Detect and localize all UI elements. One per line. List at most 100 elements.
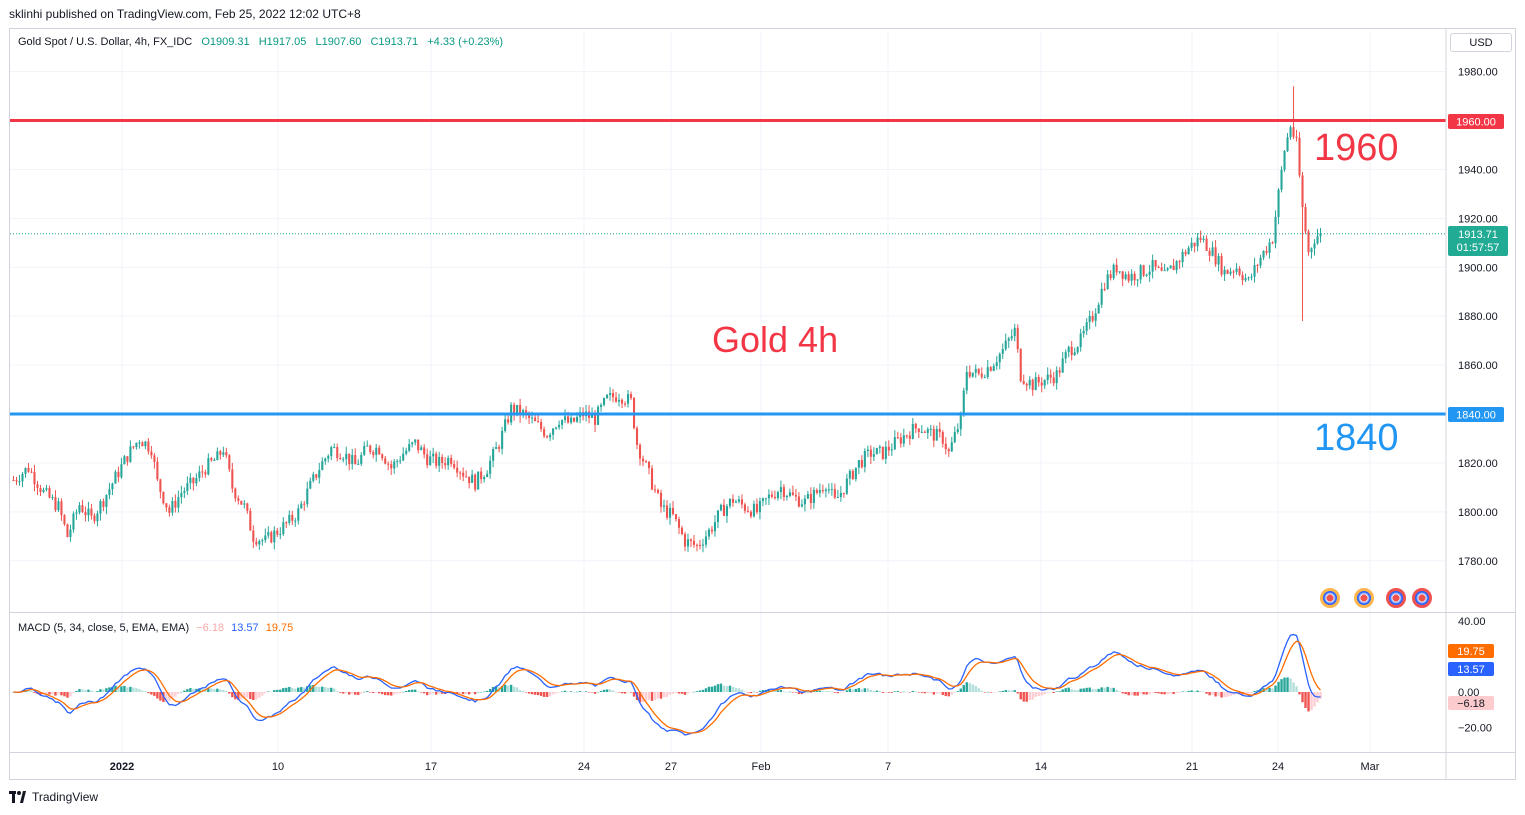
- macd-histogram-bar: [533, 692, 537, 695]
- candle-body: [342, 459, 345, 461]
- candle-body: [617, 399, 621, 402]
- candle-body: [1214, 247, 1217, 265]
- candle-body: [147, 441, 150, 452]
- macd-histogram-bar: [39, 692, 42, 695]
- candle-body: [962, 390, 965, 413]
- candle-body: [1316, 236, 1319, 244]
- candle-body: [728, 498, 732, 507]
- macd-histogram-bar: [354, 692, 357, 695]
- candle-body: [1193, 242, 1196, 247]
- candle-body: [779, 487, 782, 493]
- macd-histogram-bar: [1193, 691, 1196, 692]
- macd-histogram-bar: [1070, 689, 1073, 692]
- macd-histogram-bar: [1091, 688, 1094, 692]
- candle-body: [950, 442, 953, 452]
- candle-body: [737, 499, 740, 502]
- candle-body: [740, 499, 743, 505]
- candle-body: [318, 470, 321, 478]
- candle-body: [725, 506, 729, 516]
- candle-body: [683, 534, 687, 547]
- macd-histogram-bar: [1040, 692, 1043, 696]
- macd-histogram-bar: [818, 690, 822, 692]
- candle-body: [465, 476, 468, 478]
- macd-histogram-bar: [384, 692, 387, 696]
- axes: 1780.00 1800.00 1820.00 1840.00 1860.00 1880.…: [10, 29, 1515, 779]
- candle-body: [896, 437, 899, 439]
- macd-histogram-bar: [812, 691, 816, 692]
- macd-histogram-bar: [1136, 692, 1139, 696]
- macd-histogram-bar: [267, 691, 270, 692]
- macd-histogram-bar: [51, 692, 54, 695]
- price-tick-label: 1860.00: [1458, 360, 1498, 372]
- macd-histogram-bar: [872, 690, 876, 692]
- economic-event-icon[interactable]: [1412, 588, 1432, 608]
- candle-body: [875, 448, 878, 455]
- candle-body: [249, 510, 252, 531]
- candle-body: [734, 501, 737, 503]
- macd-histogram-bar: [372, 692, 375, 694]
- macd-histogram-bar: [1298, 692, 1301, 695]
- macd-histogram-bar: [824, 691, 828, 692]
- candle-body: [809, 494, 812, 503]
- candle-body: [423, 447, 426, 455]
- candle-body: [60, 501, 63, 516]
- macd-histogram-bar: [249, 692, 252, 700]
- macd-histogram-bar: [644, 692, 648, 701]
- economic-event-icon[interactable]: [1320, 588, 1340, 608]
- macd-histogram-bar: [219, 689, 222, 692]
- macd-histogram-bar: [363, 691, 366, 693]
- macd-histogram-bar: [1223, 692, 1226, 698]
- macd-histogram-bar: [929, 692, 932, 693]
- macd-histogram-bar: [974, 685, 977, 692]
- candle-body: [1274, 217, 1277, 244]
- macd-histogram-bar: [1220, 692, 1223, 698]
- macd-histogram-bar: [530, 692, 534, 695]
- candle-body: [375, 447, 378, 455]
- candle-body: [198, 471, 201, 479]
- macd-histogram-bar: [300, 687, 303, 692]
- macd-histogram-bar: [81, 689, 84, 692]
- candle-body: [486, 473, 489, 478]
- candle-body: [114, 471, 117, 484]
- time-tick-label: 17: [425, 761, 437, 773]
- macd-histogram-bar: [767, 689, 771, 692]
- candle-body: [156, 461, 159, 480]
- candle-body: [833, 489, 836, 498]
- macd-histogram-bar: [150, 692, 153, 695]
- candle-body: [150, 451, 153, 456]
- economic-event-icon[interactable]: [1386, 588, 1406, 608]
- candle-body: [1211, 247, 1214, 256]
- macd-histogram-bar: [339, 692, 342, 693]
- candle-body: [887, 446, 890, 451]
- currency-button[interactable]: USD: [1450, 33, 1512, 52]
- ohlc-high: H1917.05: [258, 36, 307, 48]
- time-tick-label: 7: [885, 761, 891, 773]
- candle-body: [758, 500, 761, 513]
- footer-brand: TradingView: [32, 790, 99, 804]
- resistance-annotation: 1960: [1314, 127, 1399, 169]
- economic-event-icon[interactable]: [1354, 588, 1374, 608]
- macd-histogram-bar: [288, 686, 291, 692]
- macd-histogram-bar: [599, 690, 603, 692]
- candle-body: [1202, 238, 1205, 240]
- macd-histogram-bar: [1244, 692, 1247, 695]
- macd-histogram-bar: [48, 692, 51, 695]
- macd-histogram-bar: [1133, 692, 1136, 696]
- candle-body: [1004, 340, 1007, 350]
- macd-histogram-bar: [845, 690, 849, 692]
- macd-histogram-bar: [1121, 692, 1124, 694]
- macd-histogram-bar: [1013, 690, 1016, 692]
- macd-histogram-bar: [704, 688, 708, 692]
- candle-body: [680, 527, 684, 535]
- macd-histogram-bar: [1217, 692, 1220, 696]
- macd-hist-tag: −6.18: [1448, 696, 1494, 710]
- macd-histogram-bar: [458, 692, 462, 695]
- macd-histogram-bar: [1055, 691, 1058, 692]
- macd-histogram-bar: [1277, 681, 1280, 692]
- candle-body: [995, 362, 998, 366]
- macd-histogram-bar: [96, 691, 99, 692]
- macd-histogram-bar: [911, 690, 915, 692]
- macd-histogram-bar: [752, 691, 756, 693]
- candle-body: [378, 447, 381, 455]
